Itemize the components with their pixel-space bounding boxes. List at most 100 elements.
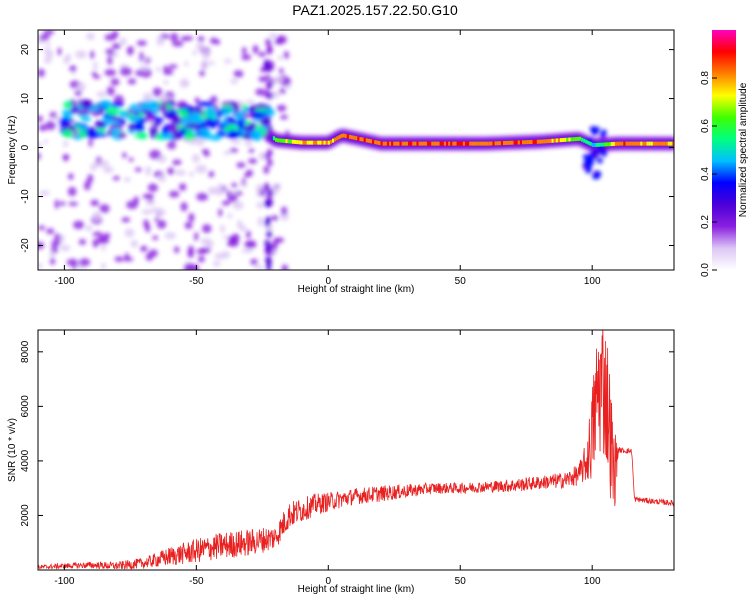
heatmap-ridge-cell <box>555 138 558 143</box>
heatmap-ridge-cell <box>283 138 286 143</box>
heatmap-cell <box>59 234 65 243</box>
heatmap-ridge-cell <box>551 138 554 143</box>
heatmap-ridge-cell <box>530 140 533 145</box>
heatmap-cell <box>259 117 270 127</box>
heatmap-cell <box>245 99 255 105</box>
heatmap-cell <box>157 174 166 183</box>
heatmap-cell <box>189 171 194 177</box>
heatmap-cell <box>255 124 262 131</box>
heatmap-cell <box>114 256 124 262</box>
heatmap-ridge-cell <box>308 140 311 145</box>
heatmap-cell <box>253 264 264 270</box>
heatmap-ridge-cell <box>536 139 539 144</box>
heatmap-ridge-cell <box>289 139 292 144</box>
heatmap-cell <box>215 39 221 45</box>
heatmap-cell <box>237 119 245 130</box>
heatmap-cell <box>227 193 238 203</box>
heatmap-ridge-cell <box>557 138 561 143</box>
heatmap-cell <box>96 91 107 98</box>
heatmap-ridge-cell <box>467 141 470 146</box>
y-tick-label: 0 <box>20 144 31 150</box>
heatmap-cell <box>101 262 106 270</box>
heatmap-ridge-cell <box>652 141 656 146</box>
heatmap-cell <box>46 41 51 48</box>
heatmap-cell <box>199 69 205 77</box>
spectrogram-ylabel: Frequency (Hz) <box>7 116 18 185</box>
heatmap-ridge-cell <box>399 141 402 146</box>
heatmap-cell <box>222 108 235 113</box>
heatmap-ridge-cell <box>353 135 356 140</box>
colorbar-tick-label: 0.4 <box>700 167 711 181</box>
heatmap-cell <box>104 69 117 77</box>
heatmap-cell <box>97 160 109 168</box>
heatmap-ridge-cell <box>359 137 362 142</box>
heatmap-ridge-cell <box>338 135 341 140</box>
heatmap-cell <box>49 250 55 258</box>
heatmap-cell <box>74 90 82 97</box>
heatmap-ridge-cell <box>578 136 582 141</box>
heatmap-ridge-cell <box>437 141 440 146</box>
heatmap-ridge-cell <box>441 141 444 146</box>
heatmap-ridge-cell <box>587 140 590 145</box>
colorbar-tick-label: 0.2 <box>700 215 711 229</box>
heatmap-cell <box>43 47 50 53</box>
heatmap-cell <box>258 188 266 197</box>
heatmap-cell <box>258 152 266 160</box>
heatmap-ridge-cell <box>612 141 615 146</box>
heatmap-cell <box>38 262 43 269</box>
heatmap-cell <box>256 187 261 198</box>
heatmap-cell <box>265 199 272 208</box>
heatmap-ridge-cell <box>498 141 501 146</box>
heatmap-ridge-cell <box>511 140 514 145</box>
heatmap-ridge-cell <box>581 137 584 142</box>
heatmap-cell <box>250 130 263 141</box>
heatmap-cell <box>67 186 77 197</box>
y-tick-label: 10 <box>20 93 31 105</box>
heatmap-cell <box>184 221 193 230</box>
heatmap-cell <box>585 164 592 171</box>
heatmap-cell <box>226 240 239 247</box>
heatmap-cell <box>248 158 258 164</box>
heatmap-ridge-cell <box>500 141 504 146</box>
heatmap-ridge-cell <box>344 133 347 138</box>
heatmap-cell <box>161 127 169 135</box>
heatmap-cell <box>62 129 74 139</box>
heatmap-ridge-cell <box>298 140 301 145</box>
heatmap-cell <box>251 111 265 119</box>
heatmap-ridge-cell <box>293 139 297 144</box>
heatmap-cell <box>200 61 208 70</box>
heatmap-ridge-cell <box>321 140 324 145</box>
heatmap-cell <box>207 186 218 195</box>
heatmap-ridge-cell <box>306 140 309 145</box>
heatmap-cell <box>167 167 175 175</box>
heatmap-cell <box>166 140 177 150</box>
heatmap-cell <box>180 202 188 212</box>
heatmap-ridge-cell <box>274 137 278 142</box>
heatmap-cell <box>212 261 221 267</box>
heatmap-cell <box>218 182 223 193</box>
heatmap-cell <box>92 211 102 222</box>
heatmap-cell <box>180 117 193 125</box>
y-tick-label: 6000 <box>20 395 31 418</box>
heatmap-ridge-cell <box>547 139 550 144</box>
heatmap-cell <box>274 39 283 45</box>
heatmap-cell <box>264 152 271 161</box>
heatmap-ridge-cell <box>458 141 461 146</box>
spectrogram-xlabel: Height of straight line (km) <box>298 284 415 295</box>
heatmap-ridge-cell <box>534 139 537 144</box>
heatmap-cell <box>148 126 158 132</box>
heatmap-ridge-cell <box>374 140 377 145</box>
heatmap-cell <box>43 30 55 35</box>
heatmap-cell <box>143 219 149 228</box>
heatmap-ridge-cell <box>464 141 468 146</box>
heatmap-cell <box>239 181 248 188</box>
heatmap-ridge-cell <box>279 138 282 143</box>
heatmap-cell <box>103 166 114 174</box>
heatmap-cell <box>90 162 98 172</box>
heatmap-ridge-cell <box>329 139 333 144</box>
heatmap-cell <box>205 240 214 249</box>
heatmap-cell <box>265 244 272 253</box>
heatmap-ridge-cell <box>456 141 459 146</box>
heatmap-cell <box>263 165 270 174</box>
colorbar: 0.0 0.2 0.4 0.6 0.8 Normalized spectral ampl… <box>700 30 749 277</box>
